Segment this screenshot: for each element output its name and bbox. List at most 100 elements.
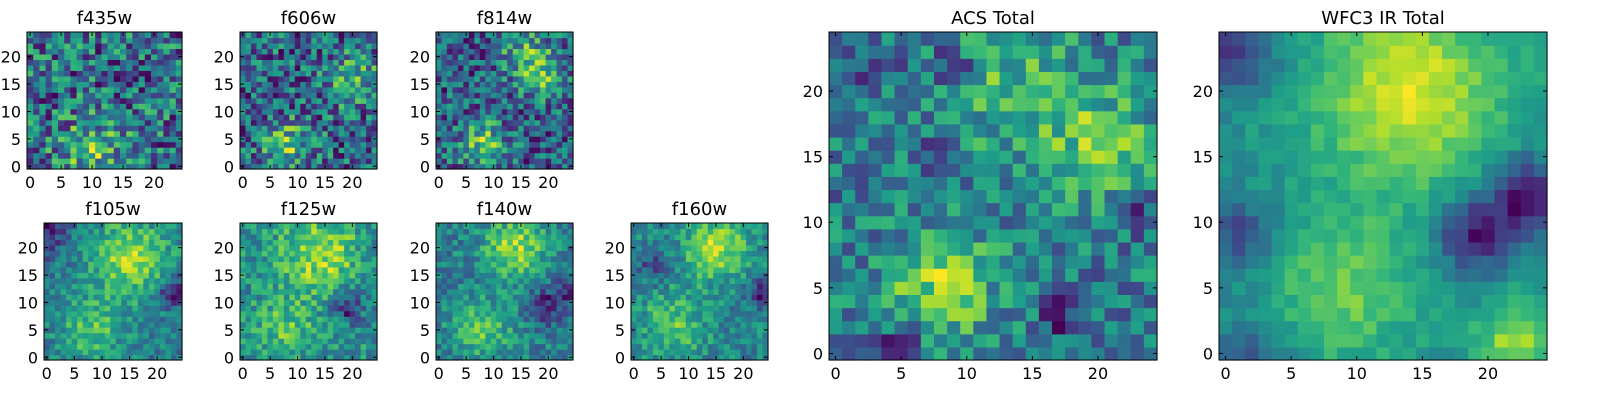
heatmap-cell	[317, 289, 323, 295]
heatmap-cell	[171, 344, 177, 350]
heatmap-cell	[680, 327, 686, 333]
heatmap-cell	[529, 109, 535, 115]
heatmap-cell	[752, 289, 758, 295]
heatmap-cell	[366, 114, 372, 120]
heatmap-cell	[447, 65, 453, 71]
x-tick-label: 0	[434, 173, 444, 192]
heatmap-cell	[562, 327, 568, 333]
heatmap-cell	[1078, 242, 1092, 256]
heatmap-cell	[273, 300, 279, 306]
heatmap-cell	[355, 109, 361, 115]
heatmap-cell	[1144, 334, 1158, 348]
heatmap-cell	[262, 261, 268, 267]
heatmap-cell	[273, 98, 279, 104]
heatmap-cell	[491, 272, 497, 278]
heatmap-cell	[452, 81, 458, 87]
heatmap-cell	[562, 338, 568, 344]
heatmap-cell	[344, 59, 350, 65]
heatmap-cell	[245, 147, 251, 153]
heatmap-cell	[452, 48, 458, 54]
heatmap-cell	[317, 311, 323, 317]
heatmap-cell	[507, 142, 513, 148]
heatmap-cell	[680, 311, 686, 317]
heatmap-cell	[441, 344, 447, 350]
heatmap-cell	[289, 261, 295, 267]
heatmap-cell	[295, 48, 301, 54]
heatmap-cell	[52, 32, 59, 38]
heatmap-cell	[447, 109, 453, 115]
heatmap-cell	[366, 327, 372, 333]
heatmap-cell	[39, 87, 46, 93]
heatmap-cell	[70, 98, 77, 104]
heatmap-cell	[289, 147, 295, 153]
heatmap-cell	[529, 98, 535, 104]
heatmap-cell	[474, 98, 480, 104]
heatmap-cell	[83, 294, 89, 300]
heatmap-cell	[934, 255, 948, 269]
heatmap-cell	[746, 311, 752, 317]
heatmap-cell	[713, 250, 719, 256]
heatmap-cell	[664, 322, 670, 328]
heatmap-cell	[127, 338, 133, 344]
heatmap-cell	[752, 261, 758, 267]
heatmap-cell	[116, 305, 122, 311]
heatmap-cell	[697, 311, 703, 317]
heatmap-cell	[322, 153, 328, 159]
heatmap-cell	[868, 242, 882, 256]
heatmap-cell	[540, 32, 546, 38]
heatmap-cell	[524, 98, 530, 104]
heatmap-cell	[513, 114, 519, 120]
heatmap-cell	[513, 333, 519, 339]
heatmap-cell	[469, 147, 475, 153]
heatmap-cell	[138, 228, 144, 234]
heatmap-cell	[366, 65, 372, 71]
heatmap-cell	[306, 92, 312, 98]
heatmap-cell	[636, 349, 642, 355]
heatmap-cell	[485, 327, 491, 333]
heatmap-cell	[361, 305, 367, 311]
heatmap-cell	[436, 87, 442, 93]
heatmap-cell	[702, 239, 708, 245]
heatmap-cell	[546, 43, 552, 49]
heatmap-cell	[469, 142, 475, 148]
heatmap-cell	[507, 70, 513, 76]
heatmap-cell	[251, 289, 257, 295]
heatmap-cell	[485, 131, 491, 137]
heatmap-cell	[702, 338, 708, 344]
heatmap-cell	[513, 98, 519, 104]
heatmap-cell	[328, 228, 334, 234]
heatmap-cell	[735, 311, 741, 317]
heatmap-cell	[452, 349, 458, 355]
heatmap-cell	[973, 163, 987, 177]
heatmap-cell	[89, 103, 96, 109]
heatmap-cell	[46, 142, 53, 148]
heatmap-cell	[88, 245, 94, 251]
heatmap-cell	[675, 289, 681, 295]
heatmap-cell	[540, 261, 546, 267]
heatmap-cell	[436, 234, 442, 240]
heatmap-cell	[502, 245, 508, 251]
heatmap-cell	[1078, 321, 1092, 335]
heatmap-cell	[881, 176, 895, 190]
heatmap-cell	[708, 311, 714, 317]
heatmap-cell	[436, 125, 442, 131]
heatmap-cell	[562, 300, 568, 306]
heatmap-cell	[675, 261, 681, 267]
heatmap-cell	[88, 278, 94, 284]
y-tick-label: 10	[18, 293, 38, 312]
heatmap-cell	[934, 347, 948, 361]
heatmap-cell	[669, 278, 675, 284]
heatmap-cell	[311, 250, 317, 256]
heatmap-cell	[474, 283, 480, 289]
heatmap-cell	[973, 334, 987, 348]
heatmap-cell	[149, 338, 155, 344]
heatmap-cell	[289, 272, 295, 278]
heatmap-cell	[300, 300, 306, 306]
heatmap-cell	[1013, 321, 1027, 335]
heatmap-cell	[480, 305, 486, 311]
heatmap-cell	[101, 158, 108, 164]
heatmap-cell	[366, 234, 372, 240]
heatmap-cell	[485, 87, 491, 93]
heatmap-cell	[39, 54, 46, 60]
heatmap-cell	[842, 321, 856, 335]
